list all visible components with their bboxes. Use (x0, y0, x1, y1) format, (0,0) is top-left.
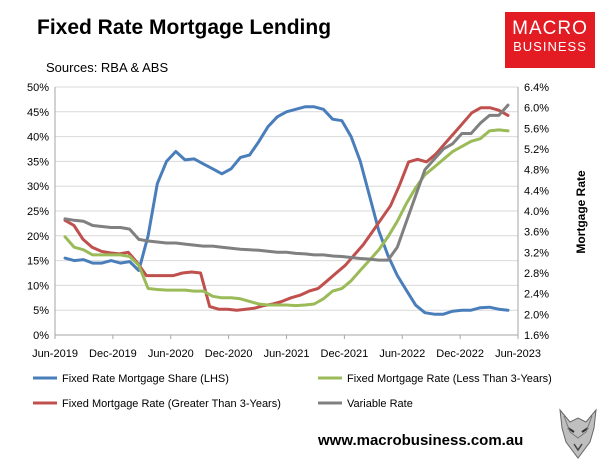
right-axis-tick-label: 1.6% (524, 330, 549, 342)
series-line-fixed-mortgage-rate-less-than-3-years (63, 128, 510, 308)
series-line-fixed-mortgage-rate-greater-than-3-years (63, 106, 510, 312)
x-axis-tick-label: Jun-2022 (379, 348, 425, 360)
right-axis-tick-label: 5.6% (524, 123, 549, 135)
logo-line-1: MACRO (512, 18, 588, 39)
legend-label: Fixed Mortgage Rate (Greater Than 3-Year… (62, 398, 281, 410)
left-axis-tick-label: 20% (27, 231, 49, 243)
gridlines (55, 86, 518, 336)
wolf-logo-icon (559, 408, 597, 459)
right-axis-label: Mortgage Rate (574, 170, 588, 254)
website-url: www.macrobusiness.com.au (318, 432, 524, 449)
x-axis-tick-label: Dec-2021 (321, 348, 369, 360)
legend-label: Fixed Rate Mortgage Share (LHS) (62, 373, 229, 385)
x-axis-tick-label: Dec-2020 (205, 348, 253, 360)
left-axis-tick-label: 40% (27, 132, 49, 144)
series-line-fixed-rate-mortgage-share-lhs (63, 105, 510, 316)
left-axis-tick-label: 45% (27, 107, 49, 119)
left-axis-tick-label: 30% (27, 181, 49, 193)
left-axis-tick-label: 5% (33, 305, 49, 317)
macrobusiness-logo: MACRO BUSINESS (505, 12, 595, 68)
left-axis-tick-label: 15% (27, 256, 49, 268)
x-axis-tick-label: Jun-2021 (264, 348, 310, 360)
right-axis-tick-label: 2.4% (524, 289, 549, 301)
right-axis-tick-label: 3.2% (524, 247, 549, 259)
x-axis-tick-label: Jun-2020 (148, 348, 194, 360)
right-axis-tick-label: 4.0% (524, 206, 549, 218)
chart-title: Fixed Rate Mortgage Lending (37, 16, 332, 39)
right-axis-tick-label: 3.6% (524, 227, 549, 239)
x-axis-tick-label: Jun-2023 (495, 348, 541, 360)
right-axis-tick-label: 6.4% (524, 82, 549, 94)
left-axis-tick-label: 50% (27, 82, 49, 94)
x-axis-tick-label: Jun-2019 (32, 348, 78, 360)
chart-sources: Sources: RBA & ABS (46, 60, 169, 75)
left-axis-tick-label: 0% (33, 330, 49, 342)
left-axis-tick-label: 10% (27, 280, 49, 292)
right-axis-tick-label: 4.8% (524, 165, 549, 177)
right-axis-tick-label: 2.8% (524, 268, 549, 280)
x-axis-tick-label: Dec-2022 (436, 348, 484, 360)
left-axis-tick-label: 35% (27, 156, 49, 168)
series-lines (63, 103, 510, 316)
right-axis-tick-label: 4.4% (524, 185, 549, 197)
right-axis-tick-label: 2.0% (524, 309, 549, 321)
legend: Fixed Rate Mortgage Share (LHS) Fixed Mor… (33, 373, 552, 410)
right-axis-tick-label: 5.2% (524, 144, 549, 156)
legend-label: Variable Rate (347, 398, 413, 410)
series-line-variable-rate (63, 103, 510, 262)
axes: 0% 5% 10% 15% 20% 25% 30% 35% 40% 45% 50% 1.6% 2.0% 2… (27, 82, 549, 360)
legend-label: Fixed Mortgage Rate (Less Than 3-Years) (347, 373, 552, 385)
left-axis-tick-label: 25% (27, 206, 49, 218)
x-axis-tick-label: Dec-2019 (89, 348, 137, 360)
right-axis-tick-label: 6.0% (524, 103, 549, 115)
logo-line-2: BUSINESS (513, 39, 587, 54)
